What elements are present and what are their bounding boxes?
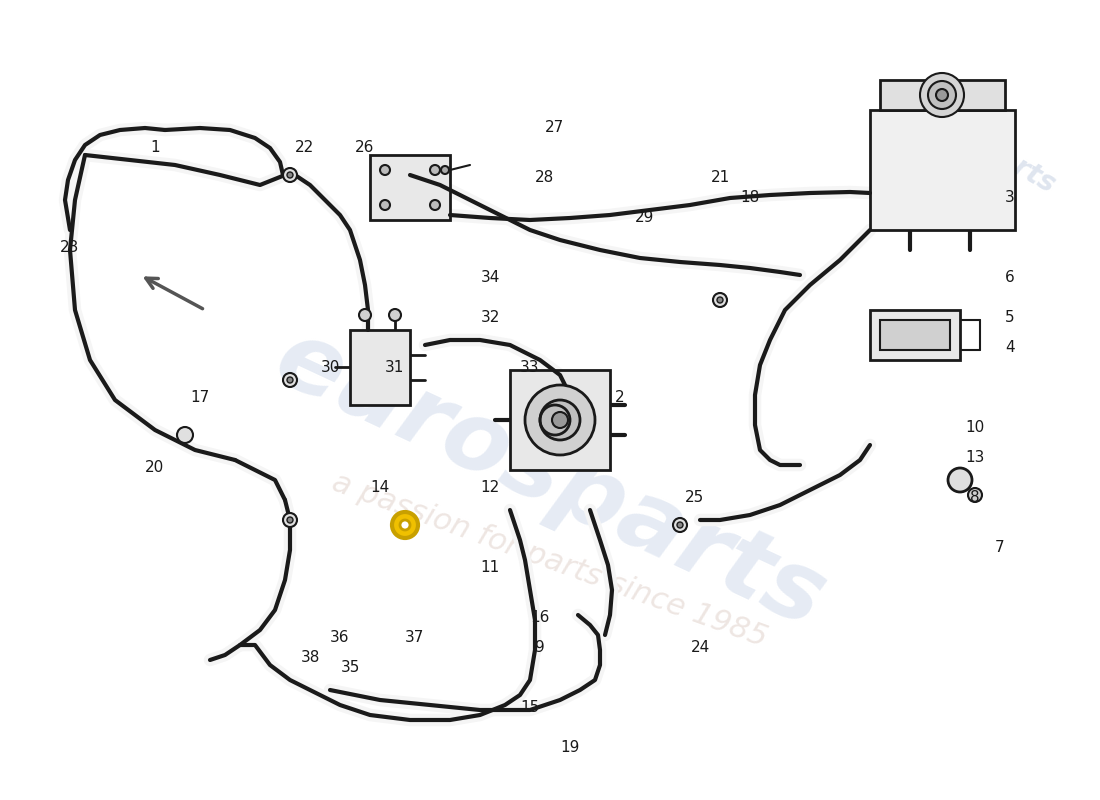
Text: 20: 20 [145,461,165,475]
Text: 28: 28 [536,170,554,186]
Text: 15: 15 [520,701,540,715]
Circle shape [430,200,440,210]
Text: 22: 22 [296,141,315,155]
Text: 16: 16 [530,610,550,626]
Circle shape [920,73,964,117]
Text: 34: 34 [481,270,499,286]
Text: 4: 4 [1005,341,1015,355]
Circle shape [676,522,683,528]
Text: 9: 9 [535,641,544,655]
Text: 21: 21 [711,170,729,186]
Circle shape [392,512,418,538]
Circle shape [968,488,982,502]
Text: 10: 10 [966,421,984,435]
Circle shape [359,309,371,321]
Circle shape [525,385,595,455]
Circle shape [379,200,390,210]
Circle shape [389,309,402,321]
Text: 12: 12 [481,481,499,495]
Text: 31: 31 [385,361,405,375]
Circle shape [713,293,727,307]
Circle shape [948,468,972,492]
Text: 19: 19 [560,741,580,755]
Text: 30: 30 [320,361,340,375]
Bar [350,330,410,405]
Text: 14: 14 [371,481,389,495]
Circle shape [283,513,297,527]
Circle shape [552,412,568,428]
Circle shape [540,400,580,440]
Bar [510,370,610,470]
Circle shape [430,165,440,175]
Text: 18: 18 [740,190,760,206]
Text: 7: 7 [996,541,1004,555]
Circle shape [928,81,956,109]
Circle shape [936,89,948,101]
Text: 11: 11 [481,561,499,575]
Circle shape [379,165,390,175]
Text: 6: 6 [1005,270,1015,286]
Circle shape [287,377,293,383]
Bar [370,155,450,220]
Bar [870,110,1015,230]
Text: 32: 32 [481,310,499,326]
Text: 36: 36 [330,630,350,646]
Text: 26: 26 [355,141,375,155]
Text: 38: 38 [300,650,320,666]
Text: 2: 2 [615,390,625,406]
Text: 5: 5 [1005,310,1015,326]
Text: a passion for parts since 1985: a passion for parts since 1985 [329,467,771,653]
Text: 37: 37 [405,630,425,646]
Circle shape [283,168,297,182]
Text: 13: 13 [966,450,984,466]
Circle shape [400,520,410,530]
Circle shape [287,517,293,523]
Circle shape [673,518,688,532]
Circle shape [287,172,293,178]
Text: 25: 25 [685,490,705,506]
Bar [870,310,960,360]
Text: 29: 29 [636,210,654,226]
Text: 3: 3 [1005,190,1015,206]
Text: 8: 8 [970,490,980,506]
Bar [880,320,950,350]
Text: 27: 27 [546,121,564,135]
Circle shape [717,297,723,303]
Text: 23: 23 [60,241,79,255]
Text: 35: 35 [340,661,360,675]
Text: eurosparts: eurosparts [261,312,839,648]
Circle shape [283,373,297,387]
Circle shape [441,166,449,174]
Text: 33: 33 [520,361,540,375]
Text: 1: 1 [151,141,160,155]
Circle shape [177,427,192,443]
Bar [880,80,1005,110]
Text: 24: 24 [691,641,710,655]
Text: eurosparts: eurosparts [899,90,1060,199]
Text: 17: 17 [190,390,210,406]
